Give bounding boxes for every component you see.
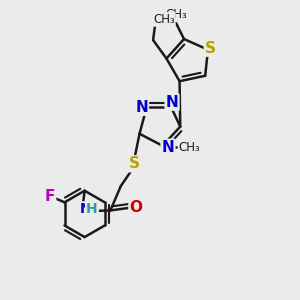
Text: O: O: [130, 200, 142, 215]
Text: N: N: [135, 100, 148, 115]
Text: CH₃: CH₃: [178, 141, 200, 154]
Text: N: N: [166, 95, 178, 110]
Text: S: S: [129, 156, 140, 171]
Text: CH₃: CH₃: [166, 8, 188, 21]
Text: F: F: [45, 189, 55, 204]
Text: N: N: [80, 202, 92, 216]
Text: CH₃: CH₃: [153, 13, 175, 26]
Text: N: N: [162, 140, 174, 155]
Text: S: S: [205, 41, 216, 56]
Text: H: H: [86, 202, 98, 216]
